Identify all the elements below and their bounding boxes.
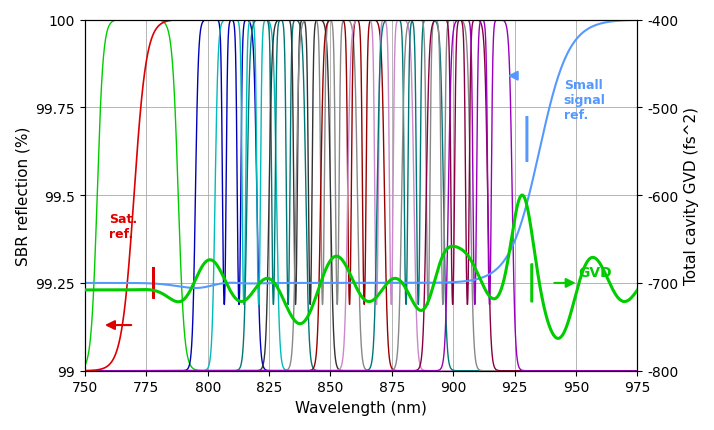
Text: Sat.
ref.: Sat. ref. (109, 213, 138, 241)
Text: GVD: GVD (578, 265, 612, 279)
Y-axis label: Total cavity GVD (fs^2): Total cavity GVD (fs^2) (684, 107, 699, 285)
Y-axis label: SBR reflection (%): SBR reflection (%) (15, 126, 30, 265)
X-axis label: Wavelength (nm): Wavelength (nm) (296, 400, 427, 415)
Text: Small
signal
ref.: Small signal ref. (564, 79, 605, 122)
